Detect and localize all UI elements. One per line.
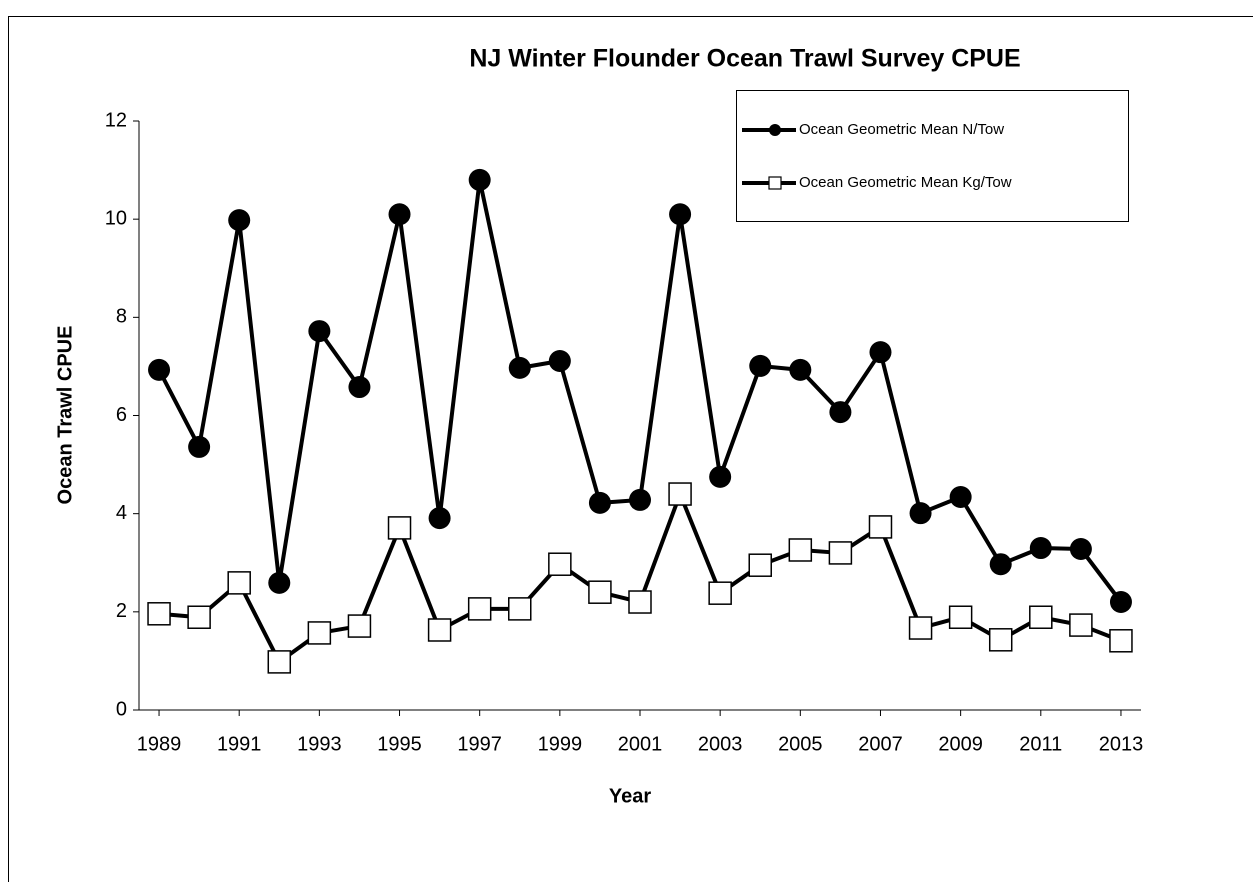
point xyxy=(989,553,1012,576)
x-tick-label: 2005 xyxy=(778,733,823,755)
point xyxy=(148,358,171,381)
y-tick-label: 0 xyxy=(116,698,127,720)
x-axis-label: Year xyxy=(609,785,651,807)
legend-label: Ocean Geometric Mean Kg/Tow xyxy=(799,174,1012,191)
point xyxy=(1069,538,1092,561)
point xyxy=(228,209,251,232)
point xyxy=(548,350,571,373)
series-line xyxy=(158,492,1122,664)
chart-title: NJ Winter Flounder Ocean Trawl Survey CP… xyxy=(469,45,1020,73)
legend-label: Ocean Geometric Mean N/Tow xyxy=(799,121,1004,138)
x-tick-label: 2013 xyxy=(1099,733,1144,755)
point xyxy=(588,491,611,514)
point xyxy=(668,482,692,506)
point xyxy=(468,168,491,191)
point xyxy=(669,203,692,226)
point xyxy=(868,515,893,539)
point xyxy=(188,435,211,458)
x-tick-label: 1993 xyxy=(297,733,342,755)
point xyxy=(387,516,412,540)
point xyxy=(829,401,852,424)
point xyxy=(147,602,171,626)
point xyxy=(1109,591,1132,614)
point xyxy=(267,650,292,674)
x-tick-label: 1991 xyxy=(217,733,262,755)
x-tick-label: 2003 xyxy=(698,733,743,755)
point xyxy=(508,597,532,621)
point xyxy=(748,553,772,577)
point xyxy=(908,616,933,640)
y-tick-label: 12 xyxy=(105,109,127,131)
chart-frame xyxy=(8,16,1253,882)
y-tick-label: 8 xyxy=(116,306,127,328)
point xyxy=(308,320,331,343)
y-tick-label: 4 xyxy=(116,502,127,524)
y-tick-label: 6 xyxy=(116,404,127,426)
point xyxy=(307,621,332,645)
point xyxy=(187,605,211,629)
point xyxy=(1109,629,1133,653)
point xyxy=(548,552,572,576)
point xyxy=(588,580,612,604)
y-axis-label: Ocean Trawl CPUE xyxy=(54,326,76,505)
point xyxy=(909,502,932,525)
point xyxy=(949,485,972,508)
point xyxy=(1029,605,1053,629)
point xyxy=(628,590,652,614)
legend-marker xyxy=(769,124,781,136)
x-tick-label: 2011 xyxy=(1019,733,1062,755)
point xyxy=(508,356,531,379)
point xyxy=(388,203,411,226)
point xyxy=(227,571,251,595)
x-tick-label: 1997 xyxy=(457,733,502,755)
point xyxy=(828,541,853,565)
point xyxy=(467,597,492,621)
point xyxy=(988,628,1013,652)
x-tick-label: 2009 xyxy=(938,733,983,755)
point xyxy=(788,538,813,562)
legend-marker xyxy=(768,176,782,190)
point xyxy=(1069,613,1093,637)
series-line xyxy=(157,177,1123,604)
x-tick-label: 1995 xyxy=(377,733,422,755)
x-tick-label: 2007 xyxy=(858,733,903,755)
point xyxy=(629,488,651,511)
point xyxy=(749,354,772,377)
x-tick-label: 1989 xyxy=(137,733,182,755)
point xyxy=(268,571,291,594)
point xyxy=(427,618,452,642)
point xyxy=(348,376,371,399)
y-tick-label: 2 xyxy=(116,600,127,622)
point xyxy=(948,605,973,629)
point xyxy=(789,358,812,381)
point xyxy=(708,581,732,605)
point xyxy=(428,507,451,530)
legend-box xyxy=(736,90,1129,222)
x-tick-label: 2001 xyxy=(618,733,663,755)
x-tick-label: 1999 xyxy=(538,733,583,755)
point xyxy=(347,614,372,638)
point xyxy=(1029,537,1052,560)
point xyxy=(869,341,892,364)
point xyxy=(709,465,732,488)
y-tick-label: 10 xyxy=(105,207,127,229)
